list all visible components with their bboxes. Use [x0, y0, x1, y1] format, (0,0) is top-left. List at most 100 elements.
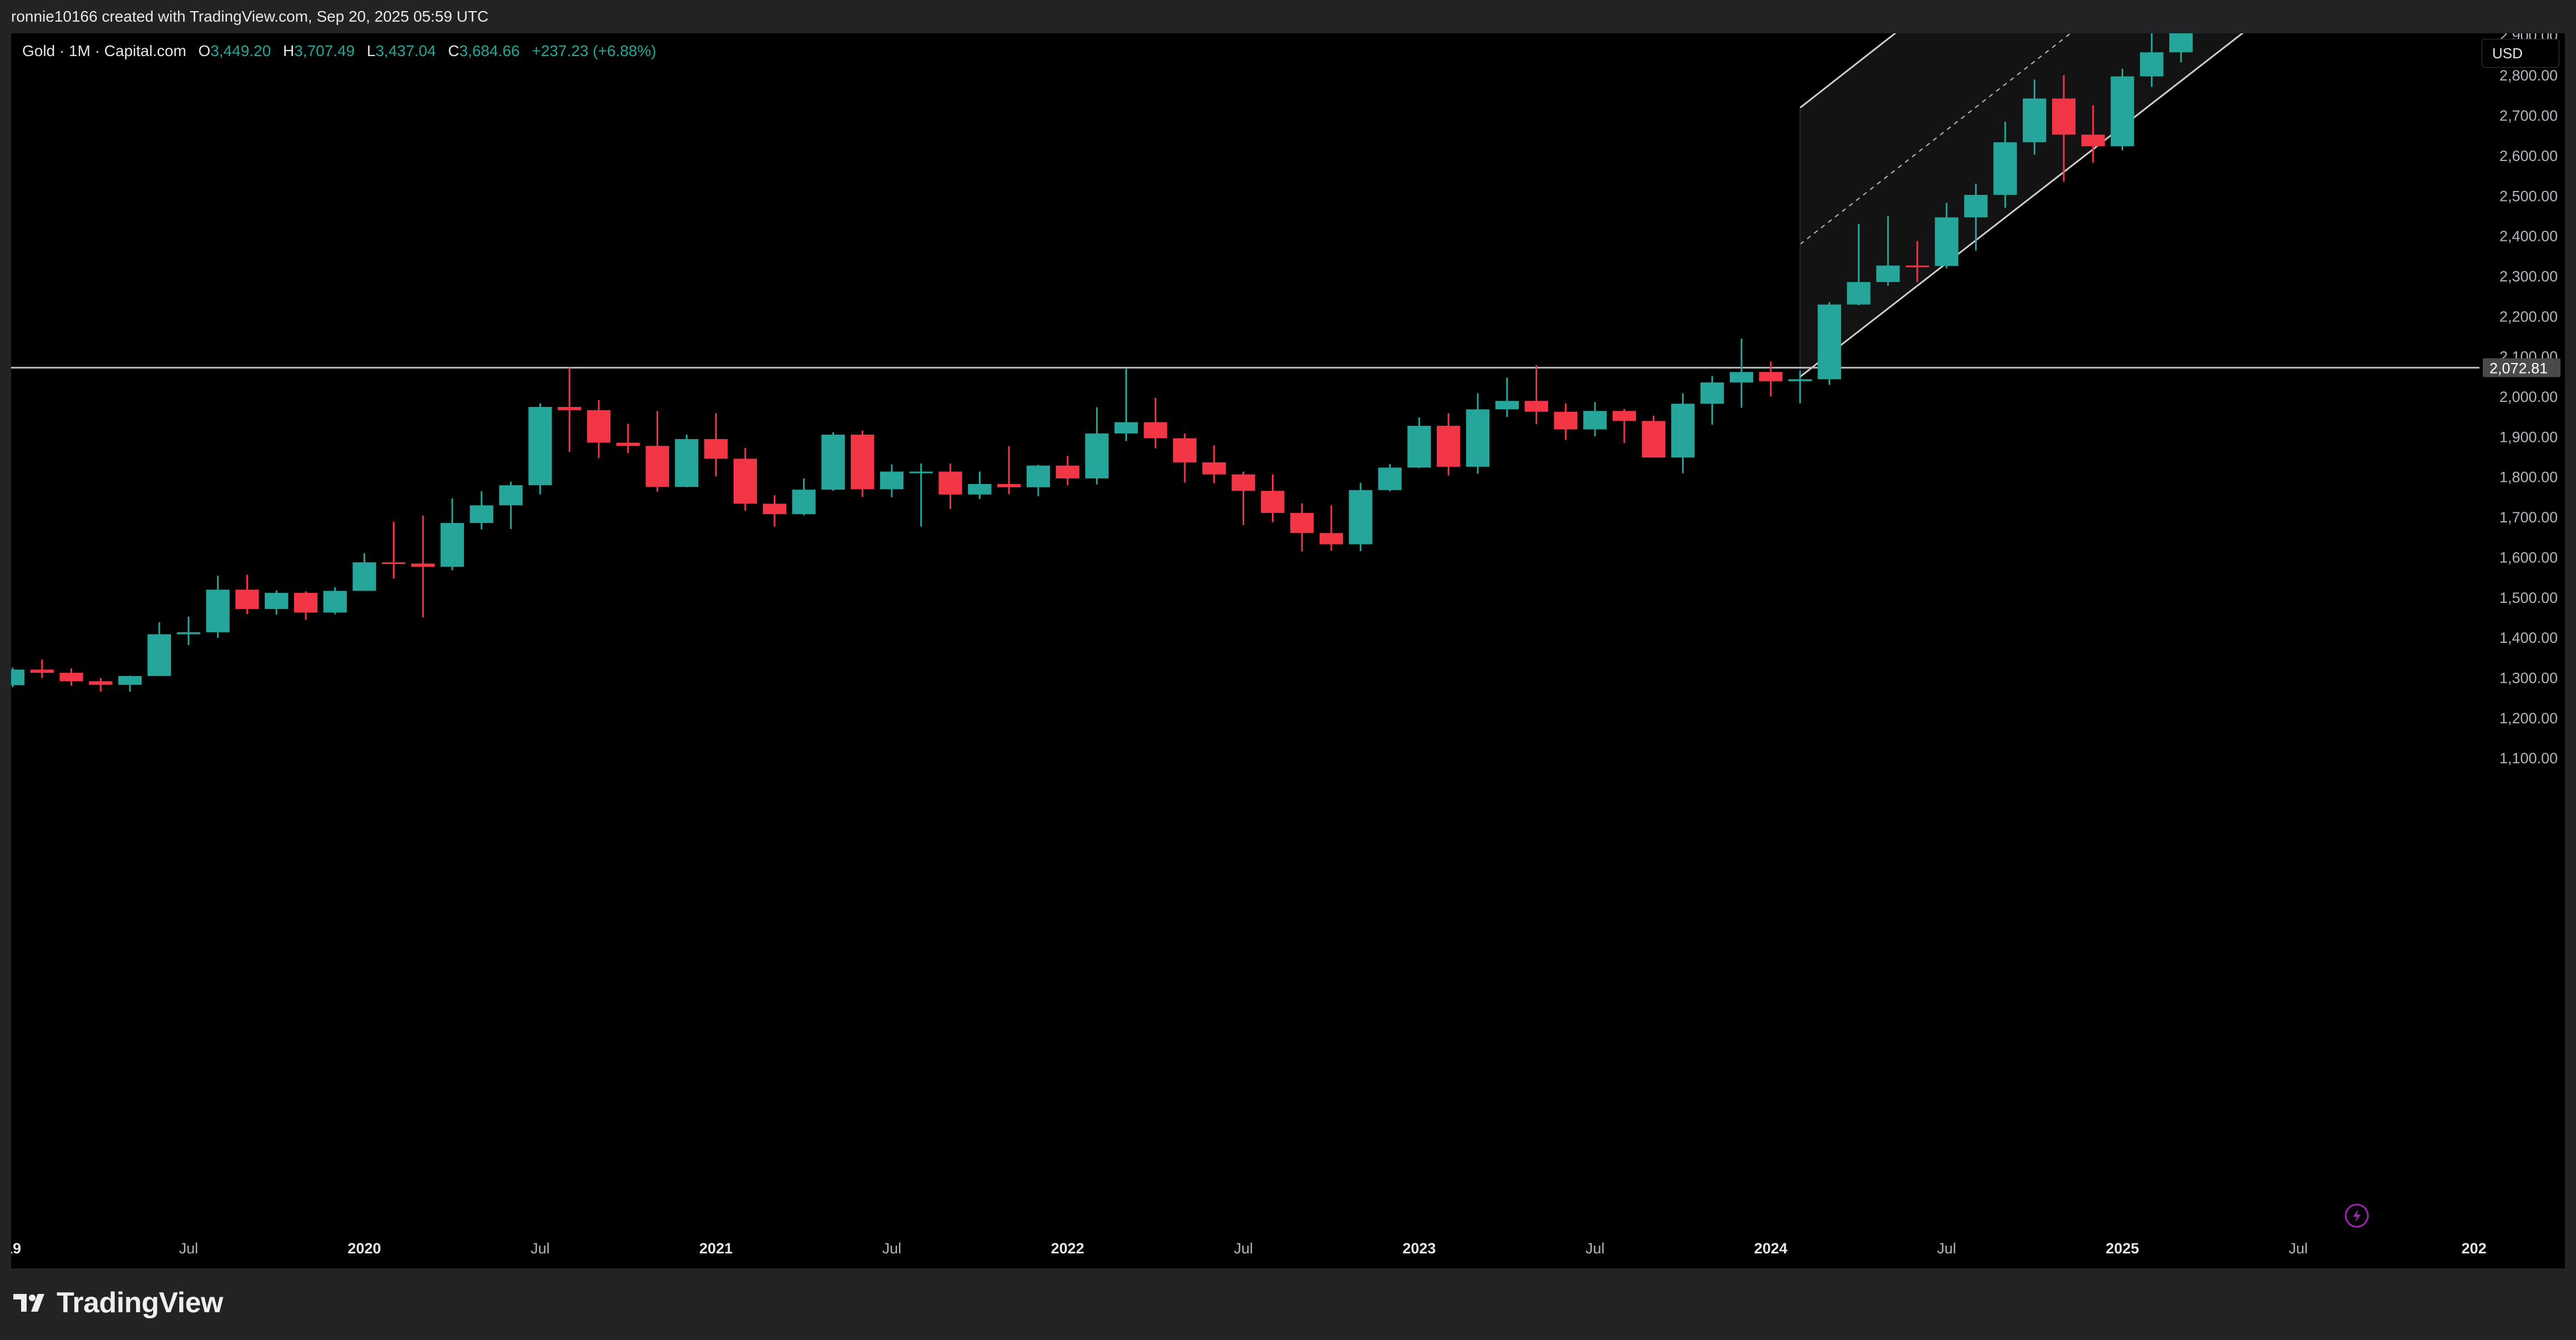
candle-body[interactable] [440, 523, 464, 567]
time-axis[interactable] [11, 1221, 2479, 1268]
candle-body[interactable] [1905, 265, 1930, 268]
candle-body[interactable] [1847, 282, 1871, 305]
lightning-icon[interactable] [2345, 1203, 2369, 1228]
candle-body[interactable] [1495, 401, 1519, 410]
candle-body[interactable] [2052, 98, 2076, 135]
candle-body[interactable] [1641, 421, 1665, 458]
price-chart[interactable]: 1,100.00 1,200.00 1,300.00 1,400.00 1,500.00… [11, 33, 2565, 1268]
candle-body[interactable] [2110, 76, 2134, 147]
candle-body[interactable] [704, 439, 728, 459]
candle-body[interactable] [294, 593, 318, 613]
candle-body[interactable] [880, 471, 904, 490]
candle-body[interactable] [11, 669, 25, 686]
candle-body[interactable] [1759, 372, 1783, 381]
candle-body[interactable] [821, 435, 845, 490]
time-tick-label: Jul [1234, 1240, 1253, 1257]
candle-body[interactable] [733, 459, 757, 504]
candle-body[interactable] [968, 483, 992, 495]
candle-body[interactable] [1554, 411, 1578, 430]
candle-body[interactable] [1524, 401, 1548, 412]
candle-body[interactable] [382, 562, 406, 565]
candle-body[interactable] [1671, 404, 1695, 458]
currency-button[interactable]: USD [2482, 39, 2559, 68]
candle-body[interactable] [1202, 462, 1226, 475]
candle-body[interactable] [1407, 426, 1431, 468]
candle-body[interactable] [1231, 474, 1255, 491]
candle-body[interactable] [1934, 217, 1958, 266]
candle-body[interactable] [1085, 433, 1109, 478]
candle-body[interactable] [938, 471, 962, 495]
time-tick-label: 202 [2462, 1240, 2487, 1257]
price-tick-label: 2,200.00 [2499, 308, 2558, 325]
symbol-legend: Gold · 1M · Capital.com O3,449.20 H3,707… [22, 42, 656, 60]
candle-body[interactable] [2169, 33, 2193, 53]
candle-body[interactable] [1378, 467, 1402, 490]
candle-body[interactable] [352, 562, 376, 591]
candle-body[interactable] [2140, 52, 2164, 77]
low-label: L [367, 42, 376, 59]
candle-body[interactable] [1144, 422, 1168, 439]
price-tick-label: 2,800.00 [2499, 67, 2558, 84]
candle-body[interactable] [2023, 98, 2047, 143]
candle-body[interactable] [176, 632, 200, 634]
candle-body[interactable] [645, 446, 669, 487]
candle-body[interactable] [675, 439, 699, 487]
candle-body[interactable] [587, 410, 611, 443]
candle-body[interactable] [1055, 465, 1079, 478]
candle-body[interactable] [1964, 195, 1988, 218]
close-label: C [448, 42, 459, 59]
candle-body[interactable] [1261, 491, 1285, 513]
price-tick-label: 1,500.00 [2499, 590, 2558, 606]
candle-body[interactable] [235, 590, 259, 609]
candle-body[interactable] [558, 407, 582, 410]
candle-body[interactable] [1993, 142, 2017, 195]
candle-body[interactable] [1788, 379, 1812, 381]
candle-body[interactable] [411, 563, 435, 567]
candle-body[interactable] [1583, 411, 1607, 430]
candle-body[interactable] [792, 490, 816, 515]
open-label: O [198, 42, 211, 59]
candle-body[interactable] [206, 590, 230, 632]
horizontal-line-price-label: 2,072.81 [2489, 360, 2548, 376]
candle-body[interactable] [1612, 411, 1636, 421]
candle-body[interactable] [30, 669, 54, 673]
candle-body[interactable] [469, 505, 493, 523]
channel-lower-line[interactable] [1799, 33, 2416, 378]
candle-body[interactable] [909, 471, 933, 473]
candle-body[interactable] [118, 676, 142, 685]
candle-body[interactable] [997, 483, 1021, 487]
candle-body[interactable] [1817, 304, 1841, 380]
candle-body[interactable] [265, 593, 289, 609]
candle-body[interactable] [528, 407, 552, 486]
candle-body[interactable] [2081, 134, 2105, 147]
tradingview-logo[interactable]: TradingView [13, 1286, 223, 1319]
candle-body[interactable] [1348, 490, 1372, 545]
candle-body[interactable] [1319, 533, 1343, 545]
candle-body[interactable] [1290, 513, 1314, 533]
candle-body[interactable] [1026, 465, 1050, 487]
candle-body[interactable] [1437, 426, 1461, 467]
candle-body[interactable] [851, 435, 875, 490]
time-tick-label: Jul [2289, 1240, 2308, 1257]
close-value: 3,684.66 [459, 42, 520, 59]
candle-body[interactable] [59, 673, 83, 682]
symbol-title[interactable]: Gold · 1M · Capital.com [22, 42, 186, 59]
candle-body[interactable] [1700, 382, 1724, 404]
price-tick-label: 2,300.00 [2499, 268, 2558, 285]
price-axis[interactable] [2479, 33, 2565, 1268]
time-tick-label: 2021 [699, 1240, 733, 1257]
candle-body[interactable] [1466, 409, 1490, 467]
chart-pane[interactable]: 1,100.00 1,200.00 1,300.00 1,400.00 1,500.00… [11, 33, 2565, 1268]
candle-body[interactable] [1173, 438, 1197, 462]
price-tick-label: 1,600.00 [2499, 549, 2558, 566]
candle-body[interactable] [1876, 265, 1900, 283]
candle-body[interactable] [89, 681, 113, 685]
candle-body[interactable] [499, 485, 523, 506]
price-tick-label: 2,000.00 [2499, 389, 2558, 405]
candle-body[interactable] [762, 503, 786, 515]
candle-body[interactable] [1114, 422, 1138, 434]
candle-body[interactable] [616, 442, 640, 446]
candle-body[interactable] [147, 634, 171, 676]
candle-body[interactable] [1730, 372, 1754, 382]
candle-body[interactable] [323, 591, 347, 613]
